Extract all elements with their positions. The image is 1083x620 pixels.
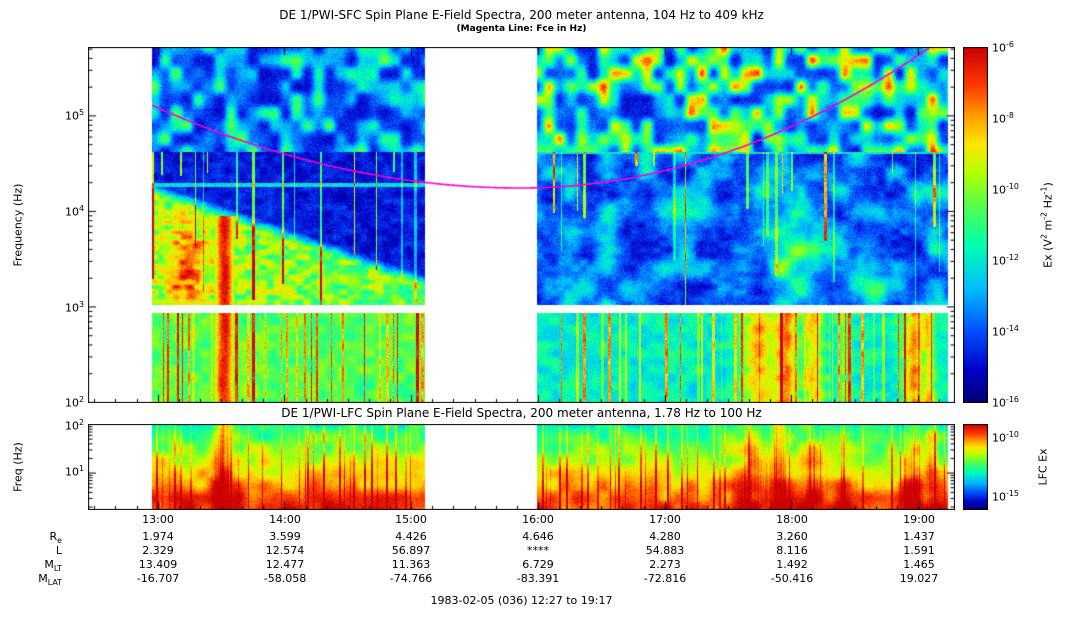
lfc-spectrogram-canvas [88,424,955,510]
ephemeris-value: 4.646 [522,530,554,543]
lfc-ytick-label: 102 [64,418,84,433]
ephemeris-value: 3.260 [776,530,808,543]
lfc-colorbar [963,424,988,510]
ephemeris-value: -74.766 [389,572,433,585]
ephemeris-value: **** [527,544,549,557]
ephemeris-value: 2.329 [142,544,174,557]
time-tick-label: 13:00 [142,513,174,526]
ephemeris-value: -83.391 [516,572,560,585]
sfc-ytick-label: 103 [64,300,84,315]
sfc-ytick-label: 104 [64,204,84,219]
sfc-colorbar-tick: 10-12 [992,253,1019,268]
time-tick-label: 15:00 [395,513,427,526]
lfc-y-axis-label: Freq (Hz) [11,442,25,492]
sfc-colorbar [963,47,988,403]
ephemeris-value: 6.729 [522,558,554,571]
ephemeris-value: 1.465 [903,558,935,571]
sfc-colorbar-tick: 10-16 [992,395,1019,410]
sfc-spectrogram-canvas [88,47,955,403]
sfc-ytick-label: 105 [64,108,84,123]
ephemeris-value: 13.409 [138,558,178,571]
ephemeris-value: 1.974 [142,530,174,543]
ephemeris-value: -16.707 [136,572,180,585]
ephemeris-value: 1.492 [776,558,808,571]
ephemeris-value: 1.591 [903,544,935,557]
ephemeris-value: 4.426 [395,530,427,543]
lfc-title: DE 1/PWI-LFC Spin Plane E-Field Spectra,… [281,406,762,420]
lfc-colorbar-tick: 10-10 [992,430,1019,445]
ephemeris-value: -50.416 [770,572,814,585]
ephemeris-value: 11.363 [391,558,431,571]
sfc-colorbar-tick: 10-8 [992,111,1014,126]
ephemeris-value: -72.816 [643,572,687,585]
ephemeris-value: 19.027 [899,572,939,585]
ephemeris-row-label: MLAT [38,572,62,588]
lfc-colorbar-tick: 10-15 [992,489,1019,504]
ephemeris-value: 1.437 [903,530,935,543]
lfc-colorbar-label: LFC Ex [1036,448,1050,486]
time-tick-label: 16:00 [522,513,554,526]
ephemeris-value: 54.883 [645,544,685,557]
sfc-colorbar-tick: 10-14 [992,324,1019,339]
sfc-colorbar-tick: 10-6 [992,40,1014,55]
ephemeris-value: -58.058 [263,572,307,585]
sfc-subtitle: (Magenta Line: Fce in Hz) [456,24,587,34]
ephemeris-value: 56.897 [391,544,431,557]
time-tick-label: 19:00 [903,513,935,526]
lfc-ytick-label: 101 [64,464,84,479]
time-tick-label: 14:00 [269,513,301,526]
time-tick-label: 17:00 [649,513,681,526]
sfc-y-axis-label: Frequency (Hz) [11,183,25,267]
time-range-footer: 1983-02-05 (036) 12:27 to 19:17 [430,594,613,607]
ephemeris-row-label: L [55,544,62,557]
ephemeris-value: 8.116 [776,544,808,557]
ephemeris-value: 2.273 [649,558,681,571]
ephemeris-value: 4.280 [649,530,681,543]
ephemeris-row-label: Re [49,530,62,546]
sfc-colorbar-tick: 10-10 [992,182,1019,197]
sfc-colorbar-label: Ex (V2 m-2 Hz-1) [1039,182,1055,268]
sfc-ytick-label: 102 [64,395,84,410]
ephemeris-row-label: MLT [44,558,62,574]
ephemeris-value: 12.574 [265,544,305,557]
time-tick-label: 18:00 [776,513,808,526]
ephemeris-value: 3.599 [269,530,301,543]
sfc-title: DE 1/PWI-SFC Spin Plane E-Field Spectra,… [279,8,764,22]
ephemeris-value: 12.477 [265,558,305,571]
